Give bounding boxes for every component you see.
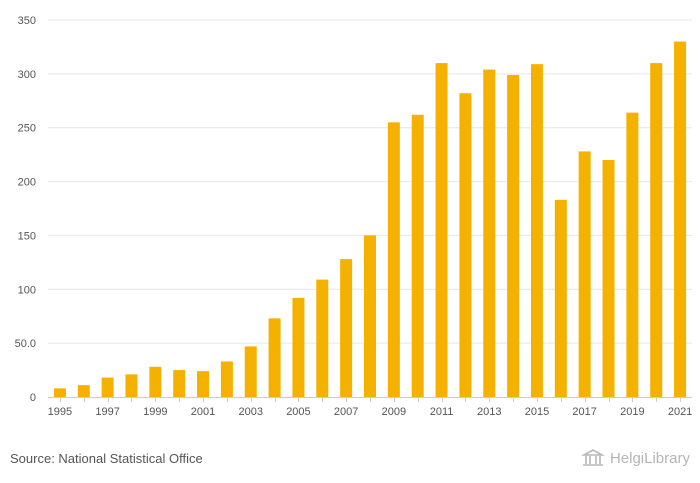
bar-2000[interactable] — [173, 370, 186, 397]
x-tick-label: 2019 — [620, 406, 644, 418]
bar-2018[interactable] — [602, 160, 615, 397]
y-tick-label: 200 — [18, 177, 36, 189]
y-tick-label: 100 — [18, 284, 36, 296]
x-tick-label: 2003 — [238, 406, 262, 418]
x-tick-label: 2005 — [286, 406, 310, 418]
x-tick-label: 2009 — [382, 406, 406, 418]
bar-2014[interactable] — [507, 74, 520, 397]
x-tick-label: 2013 — [477, 406, 501, 418]
library-building-icon — [580, 449, 605, 466]
bar-2010[interactable] — [411, 114, 424, 397]
x-tick-label: 1997 — [95, 406, 119, 418]
bar-2015[interactable] — [530, 64, 543, 398]
x-tick-label: 1999 — [143, 406, 167, 418]
y-tick-label: 250 — [18, 123, 36, 135]
bar-1995[interactable] — [53, 388, 66, 397]
bar-2021[interactable] — [674, 41, 687, 398]
y-tick-label: 350 — [18, 15, 36, 27]
bar-2016[interactable] — [554, 199, 567, 397]
bar-2008[interactable] — [364, 235, 376, 397]
bar-2003[interactable] — [244, 346, 257, 397]
axis-layer: 0 50.0 100 150 200 250 300 350 1995 1997 1999 2001 2… — [15, 15, 693, 418]
bar-2004[interactable] — [268, 318, 281, 397]
x-tick-label: 2001 — [191, 406, 215, 418]
bar-2013[interactable] — [483, 69, 496, 397]
y-tick-label: 150 — [18, 230, 36, 242]
x-tick-label: 1995 — [48, 406, 72, 418]
bar-2005[interactable] — [292, 297, 305, 397]
bar-2011[interactable] — [435, 63, 448, 397]
y-tick-label: 300 — [18, 69, 36, 81]
bar-2007[interactable] — [340, 259, 353, 397]
chart-svg: 0 50.0 100 150 200 250 300 350 1995 1997 1999 2001 2… — [15, 15, 693, 418]
bar-2020[interactable] — [650, 63, 663, 397]
bar-2001[interactable] — [197, 371, 210, 397]
bar-1999[interactable] — [149, 366, 162, 397]
x-tick-label: 2007 — [334, 406, 358, 418]
brand-logo: HelgiLibrary — [580, 449, 690, 467]
bar-1996[interactable] — [77, 385, 90, 397]
x-tick-label: 2015 — [525, 406, 549, 418]
y-tick-label: 0 — [30, 392, 36, 404]
bar-2012[interactable] — [459, 93, 472, 397]
bar-2009[interactable] — [387, 122, 400, 397]
bar-2006[interactable] — [316, 279, 329, 397]
bar-2002[interactable] — [220, 361, 233, 397]
bar-chart: 0 50.0 100 150 200 250 300 350 1995 1997 1999 2001 2… — [15, 15, 693, 418]
brand-name: HelgiLibrary — [609, 449, 690, 467]
bar-1997[interactable] — [101, 377, 114, 397]
x-tick-label: 2017 — [572, 406, 596, 418]
chart-footer: Source: National Statistical Office Helg… — [0, 440, 700, 483]
x-tick-label: 2011 — [430, 406, 454, 418]
source-note: Source: National Statistical Office — [10, 451, 203, 466]
y-tick-label: 50.0 — [15, 338, 36, 350]
bar-layer — [53, 41, 687, 398]
bar-2019[interactable] — [626, 112, 639, 398]
bar-2017[interactable] — [578, 151, 591, 397]
x-tick-label: 2021 — [668, 406, 692, 418]
bar-1998[interactable] — [125, 374, 138, 397]
